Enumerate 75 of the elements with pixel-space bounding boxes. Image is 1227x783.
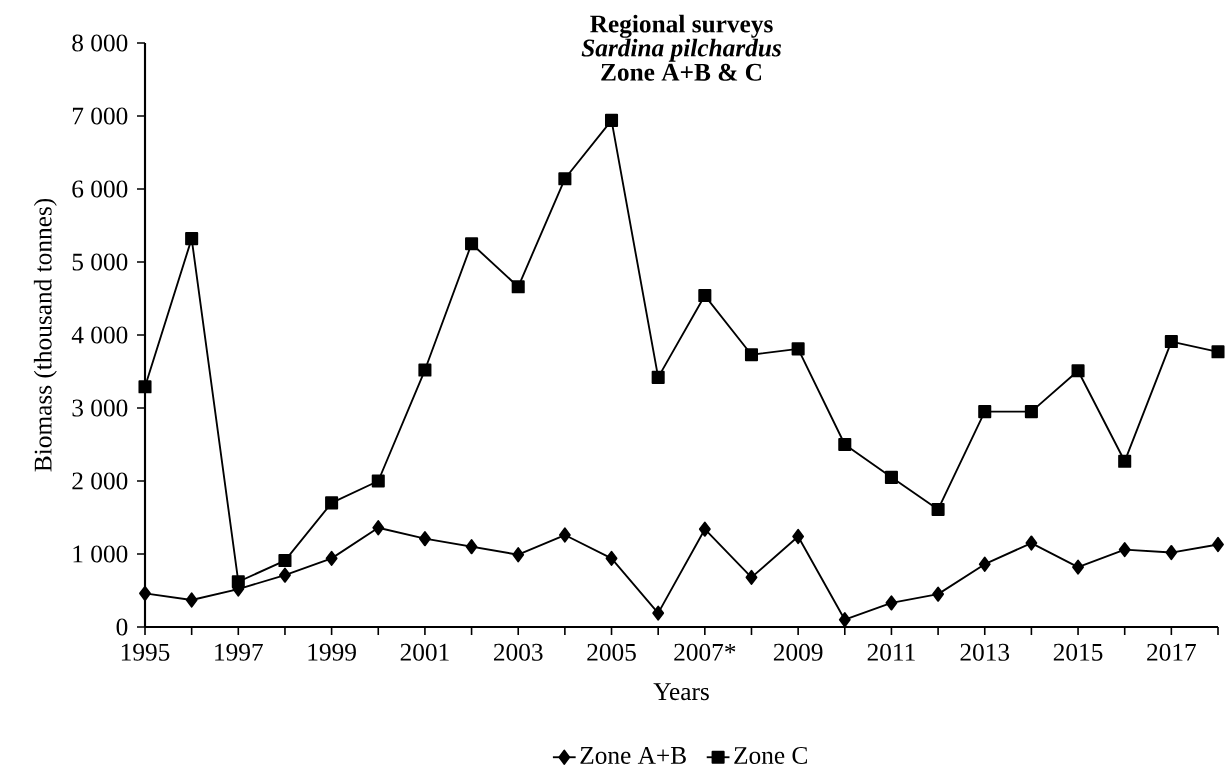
point bbox=[1024, 405, 1038, 419]
legend-label: Zone C bbox=[734, 746, 807, 764]
x-tick-label: 2003 bbox=[494, 643, 543, 661]
point bbox=[604, 113, 619, 127]
y-tick-label: 0 bbox=[116, 618, 128, 636]
x-tick-label: 2001 bbox=[400, 643, 449, 661]
point bbox=[418, 363, 432, 377]
x-axis-title: Years bbox=[653, 683, 709, 701]
point bbox=[465, 539, 478, 555]
point bbox=[138, 380, 152, 394]
y-tick-label: 3 000 bbox=[72, 399, 128, 417]
point bbox=[372, 520, 385, 536]
y-tick-label: 2 000 bbox=[72, 472, 128, 490]
annotation: Zone A+B & C bbox=[601, 63, 762, 81]
point bbox=[1212, 536, 1224, 553]
x-tick-label: 2009 bbox=[773, 643, 823, 661]
y-tick-label: 1 000 bbox=[73, 545, 128, 563]
x-tick-label: 1999 bbox=[308, 643, 356, 661]
x-tick-label: 1995 bbox=[121, 643, 170, 661]
point bbox=[512, 547, 525, 563]
point bbox=[558, 172, 572, 186]
y-tick-label: 6 000 bbox=[72, 180, 128, 198]
point bbox=[1118, 542, 1131, 558]
point bbox=[558, 527, 571, 543]
y-axis-title: Biomass (thousand tonnes) bbox=[33, 198, 57, 472]
point bbox=[279, 567, 291, 583]
point bbox=[885, 595, 898, 611]
point bbox=[791, 342, 805, 356]
x-tick-label: 1997 bbox=[215, 643, 263, 661]
point bbox=[418, 531, 431, 547]
point bbox=[698, 289, 712, 303]
y-tick-label: 7 000 bbox=[72, 107, 128, 125]
y-tick-label: 4 000 bbox=[71, 326, 128, 344]
point bbox=[325, 550, 338, 566]
y-tick-label: 5 000 bbox=[72, 253, 128, 271]
point bbox=[792, 528, 805, 545]
point bbox=[838, 437, 852, 452]
point bbox=[884, 470, 898, 484]
point bbox=[605, 550, 618, 566]
x-tick-label: 2011 bbox=[867, 643, 915, 661]
point bbox=[139, 585, 151, 602]
point bbox=[652, 605, 665, 621]
point bbox=[651, 370, 665, 384]
point bbox=[932, 586, 945, 602]
y-tick-label: 8 000 bbox=[72, 34, 128, 52]
point bbox=[838, 612, 851, 628]
point bbox=[371, 474, 385, 488]
point bbox=[1118, 454, 1132, 468]
x-tick-label: 2013 bbox=[960, 643, 1010, 661]
chart-subtitle: Sardina pilchardus bbox=[581, 38, 782, 62]
point bbox=[278, 554, 292, 568]
point bbox=[744, 348, 759, 362]
point bbox=[698, 521, 711, 537]
point bbox=[185, 232, 199, 246]
point bbox=[1072, 559, 1084, 575]
x-tick-label: 2015 bbox=[1053, 643, 1103, 661]
point bbox=[1211, 345, 1225, 359]
legend-label: Zone A+B bbox=[580, 746, 686, 764]
x-tick-label: 2017 bbox=[1147, 643, 1196, 661]
point bbox=[1025, 535, 1038, 551]
x-tick-label: 2007* bbox=[674, 643, 736, 661]
point bbox=[931, 502, 945, 517]
point bbox=[185, 592, 198, 608]
point bbox=[231, 575, 245, 589]
chart-title: Regional surveys bbox=[590, 14, 773, 38]
point bbox=[745, 569, 758, 585]
point bbox=[1071, 364, 1085, 378]
point bbox=[978, 405, 992, 419]
point bbox=[511, 280, 525, 294]
point bbox=[1165, 544, 1178, 561]
point bbox=[325, 496, 339, 510]
point bbox=[1164, 335, 1178, 349]
point bbox=[465, 237, 479, 251]
x-tick-label: 2005 bbox=[587, 643, 636, 661]
point bbox=[978, 556, 991, 572]
